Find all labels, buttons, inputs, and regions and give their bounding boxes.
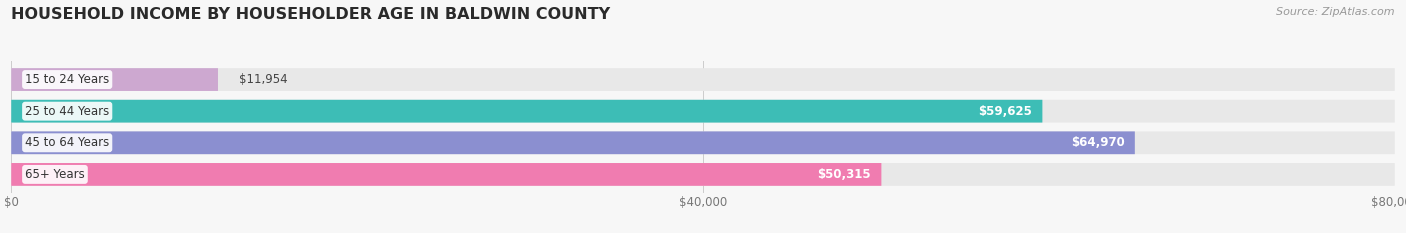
Text: 15 to 24 Years: 15 to 24 Years: [25, 73, 110, 86]
Text: 65+ Years: 65+ Years: [25, 168, 84, 181]
Text: 45 to 64 Years: 45 to 64 Years: [25, 136, 110, 149]
Text: $11,954: $11,954: [239, 73, 287, 86]
FancyBboxPatch shape: [11, 163, 1395, 186]
Text: $64,970: $64,970: [1071, 136, 1125, 149]
FancyBboxPatch shape: [11, 131, 1135, 154]
FancyBboxPatch shape: [11, 100, 1395, 123]
FancyBboxPatch shape: [11, 163, 882, 186]
Text: HOUSEHOLD INCOME BY HOUSEHOLDER AGE IN BALDWIN COUNTY: HOUSEHOLD INCOME BY HOUSEHOLDER AGE IN B…: [11, 7, 610, 22]
Text: 25 to 44 Years: 25 to 44 Years: [25, 105, 110, 118]
FancyBboxPatch shape: [11, 68, 218, 91]
FancyBboxPatch shape: [11, 100, 1042, 123]
Text: Source: ZipAtlas.com: Source: ZipAtlas.com: [1277, 7, 1395, 17]
Text: $59,625: $59,625: [979, 105, 1032, 118]
FancyBboxPatch shape: [11, 131, 1395, 154]
FancyBboxPatch shape: [11, 68, 1395, 91]
Text: $50,315: $50,315: [817, 168, 870, 181]
